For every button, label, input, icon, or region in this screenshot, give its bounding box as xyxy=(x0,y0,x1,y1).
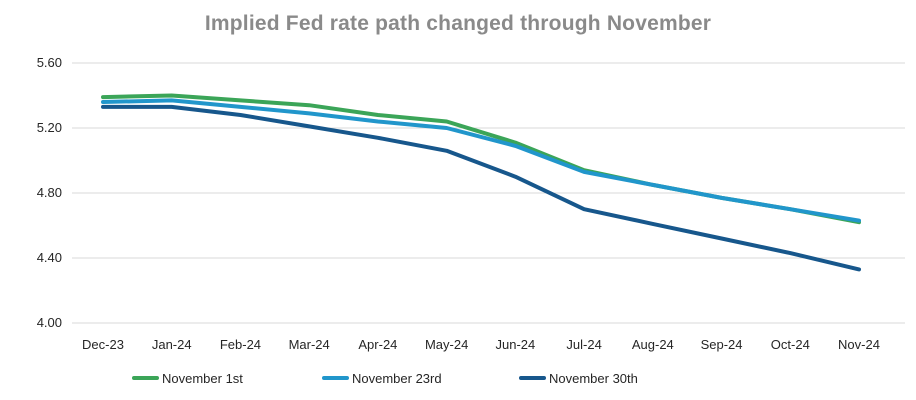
x-tick-label: Apr-24 xyxy=(358,337,398,352)
legend-item-november-30th: November 30th xyxy=(519,370,638,386)
legend-label: November 23rd xyxy=(352,370,442,386)
x-tick-label: Feb-24 xyxy=(219,337,262,352)
series-line-november-30th xyxy=(101,104,861,272)
y-tick-label: 4.40 xyxy=(36,250,62,265)
x-tick-label: Mar-24 xyxy=(288,337,330,352)
x-tick-label: Sep-24 xyxy=(700,337,743,352)
series-line-november-23rd xyxy=(101,98,861,223)
y-tick-label: 5.20 xyxy=(36,120,62,135)
x-tick-label: May-24 xyxy=(424,337,469,352)
chart-title: Implied Fed rate path changed through No… xyxy=(204,12,712,35)
x-tick-label: Oct-24 xyxy=(770,337,810,352)
legend-label: November 30th xyxy=(549,370,638,386)
legend-marker-green-line xyxy=(132,376,159,380)
legend: November 1st November 23rd November 30th xyxy=(0,370,916,390)
y-tick-label: 5.60 xyxy=(36,55,62,70)
y-tick-label: 4.00 xyxy=(36,315,62,330)
x-tick-label: Jul-24 xyxy=(566,337,602,352)
legend-marker-dark-blue-line xyxy=(519,376,546,380)
x-tick-label: Aug-24 xyxy=(631,337,674,352)
legend-item-november-1st: November 1st xyxy=(132,370,243,386)
x-tick-label: Nov-24 xyxy=(838,337,880,352)
y-tick-label: 4.80 xyxy=(36,185,62,200)
x-tick-label: Jun-24 xyxy=(495,337,536,352)
legend-marker-light-blue-line xyxy=(322,376,349,380)
legend-label: November 1st xyxy=(162,370,243,386)
legend-item-november-23rd: November 23rd xyxy=(322,370,442,386)
x-tick-label: Jan-24 xyxy=(151,337,192,352)
x-tick-label: Dec-23 xyxy=(82,337,124,352)
